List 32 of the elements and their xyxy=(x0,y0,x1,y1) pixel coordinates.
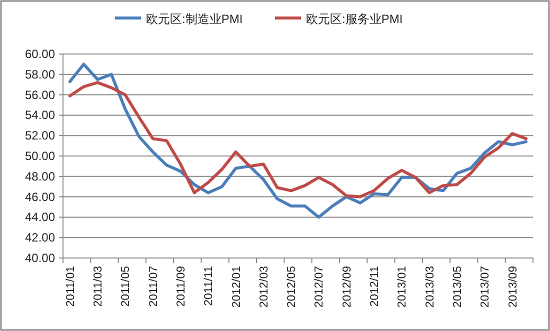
legend-label: 欧元区:制造业PMI xyxy=(146,12,243,26)
y-tick-label: 58.00 xyxy=(24,67,56,82)
y-tick-label: 48.00 xyxy=(24,169,56,184)
line-series xyxy=(68,62,528,219)
x-tick-label: 2013/01 xyxy=(396,266,409,308)
x-tick-label: 2013/09 xyxy=(507,266,520,308)
x-tick-label: 2011/09 xyxy=(176,266,188,307)
y-tick-label: 54.00 xyxy=(24,108,56,122)
x-tick-label: 2013/05 xyxy=(452,266,464,308)
y-tick-label: 46.00 xyxy=(24,190,56,204)
x-tick-label: 2011/03 xyxy=(92,266,105,307)
y-tick-label: 44.00 xyxy=(24,210,56,224)
x-tick-label: 2011/05 xyxy=(120,266,132,307)
x-tick-label: 2012/09 xyxy=(341,266,354,308)
x-tick-label: 2013/03 xyxy=(424,266,436,308)
x-tick-label: 2012/03 xyxy=(258,266,270,308)
y-tick-label: 50.00 xyxy=(24,149,56,163)
y-tick-label: 42.00 xyxy=(24,230,56,245)
y-tick-label: 52.00 xyxy=(24,128,56,143)
line-series xyxy=(68,81,528,198)
legend-label: 欧元区:服务业PMI xyxy=(306,12,403,26)
x-tick-label: 2012/11 xyxy=(369,266,382,307)
x-tick-label: 2012/05 xyxy=(286,266,298,308)
y-tick-label: 56.00 xyxy=(24,88,56,102)
x-tick-label: 2011/01 xyxy=(64,266,77,307)
x-tick-label: 2012/01 xyxy=(230,266,243,308)
x-tick-label: 2012/07 xyxy=(314,266,326,308)
x-tick-label: 2011/07 xyxy=(148,266,160,307)
x-tick-label: 2011/11 xyxy=(203,266,216,306)
y-tick-label: 60.00 xyxy=(24,47,56,61)
y-tick-label: 40.00 xyxy=(24,251,56,265)
x-tick-label: 2013/07 xyxy=(480,266,492,308)
